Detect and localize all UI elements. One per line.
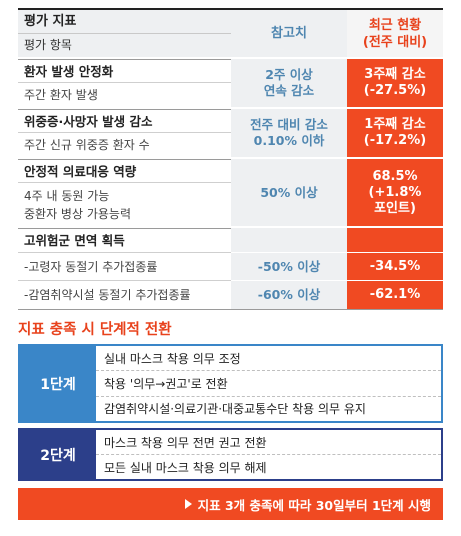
group-patient-stability: 환자 발생 안정화 주간 환자 발생 2주 이상 연속 감소 3주째 감소 (-… bbox=[18, 59, 443, 107]
indicator-table: 평가 지표 평가 항목 참고치 최근 현황 (전주 대비) 환자 발생 안정화 … bbox=[18, 8, 443, 310]
stage2-box: 2단계 마스크 착용 의무 전면 권고 전환 모든 실내 마스크 착용 의무 해… bbox=[18, 428, 443, 481]
table-row: -고령자 동절기 추가접종률 -50% 이상 -34.5% bbox=[18, 252, 443, 280]
header-ref: 참고치 bbox=[231, 8, 347, 57]
ref-value: 50% 이상 bbox=[231, 159, 347, 226]
current-value: -62.1% bbox=[347, 280, 443, 309]
current-value: 68.5% (+1.8% 포인트) bbox=[347, 159, 443, 226]
ref-value: -60% 이상 bbox=[231, 280, 347, 309]
row-name: 4주 내 동원 가능 중환자 병상 가용능력 bbox=[24, 189, 131, 221]
group-title: 안정적 의료대응 역량 bbox=[18, 160, 231, 183]
current-value: 3주째 감소 (-27.5%) bbox=[347, 59, 443, 107]
group-severe-cases: 위중증·사망자 발생 감소 주간 신규 위중증 환자 수 전주 대비 감소 0.… bbox=[18, 109, 443, 157]
row-name: 주간 신규 위중증 환자 수 bbox=[24, 138, 150, 152]
row-name: 주간 환자 발생 bbox=[24, 88, 98, 102]
group-title: 위중증·사망자 발생 감소 bbox=[18, 110, 231, 133]
stage2-item: 모든 실내 마스크 착용 의무 해제 bbox=[96, 454, 441, 479]
stage1-item: 감염취약시설·의료기관·대중교통수단 착용 의무 유지 bbox=[96, 395, 441, 421]
stage2-item: 마스크 착용 의무 전면 권고 전환 bbox=[104, 435, 267, 450]
header-current: 최근 현황 (전주 대비) bbox=[347, 8, 443, 57]
stage1-label: 1단계 bbox=[20, 346, 96, 421]
group-title: 고위험군 면역 획득 bbox=[24, 233, 125, 248]
banner-text: 지표 3개 충족에 따라 30일부터 1단계 시행 bbox=[197, 497, 431, 513]
header-title: 평가 지표 bbox=[18, 10, 231, 34]
row-name: -감염취약시설 동절기 추가접종률 bbox=[18, 280, 231, 309]
ref-value: -50% 이상 bbox=[231, 252, 347, 280]
row-name: -고령자 동절기 추가접종률 bbox=[18, 252, 231, 280]
current-value: -34.5% bbox=[347, 252, 443, 280]
implementation-banner: 지표 3개 충족에 따라 30일부터 1단계 시행 bbox=[18, 488, 443, 520]
group-medical-capacity: 안정적 의료대응 역량 4주 내 동원 가능 중환자 병상 가용능력 50% 이… bbox=[18, 159, 443, 226]
transition-title: 지표 충족 시 단계적 전환 bbox=[18, 322, 172, 338]
header-subtitle: 평가 항목 bbox=[24, 38, 72, 52]
table-row: -감염취약시설 동절기 추가접종률 -60% 이상 -62.1% bbox=[18, 280, 443, 310]
current-value: 1주째 감소 (-17.2%) bbox=[347, 109, 443, 157]
group-immunity: 고위험군 면역 획득 bbox=[18, 228, 443, 252]
stage2-label: 2단계 bbox=[20, 430, 96, 479]
ref-value: 2주 이상 연속 감소 bbox=[231, 59, 347, 107]
stage1-box: 1단계 실내 마스크 착용 의무 조정 착용 '의무→권고'로 전환 감염취약시… bbox=[18, 344, 443, 423]
ref-value: 전주 대비 감소 0.10% 이하 bbox=[231, 109, 347, 157]
table-header: 평가 지표 평가 항목 참고치 최근 현황 (전주 대비) bbox=[18, 8, 443, 57]
stage1-item: 착용 '의무→권고'로 전환 bbox=[96, 370, 441, 395]
group-title: 환자 발생 안정화 bbox=[18, 60, 231, 83]
stage1-item: 실내 마스크 착용 의무 조정 bbox=[104, 351, 241, 366]
play-arrow-icon bbox=[184, 499, 192, 509]
